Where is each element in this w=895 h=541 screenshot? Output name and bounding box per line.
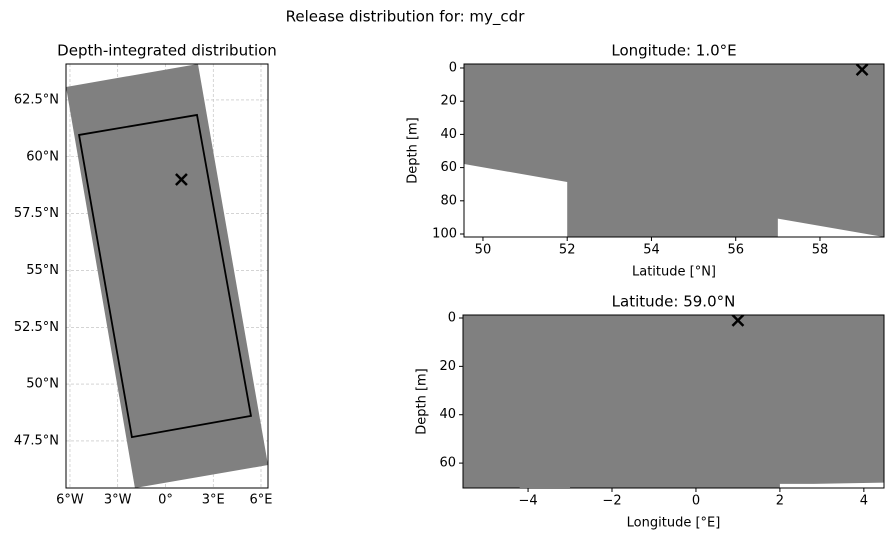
x-tick-label: 4: [860, 494, 868, 509]
y-tick-label: 50°N: [26, 377, 59, 392]
domain-area: [66, 64, 268, 488]
axes-frame: [462, 314, 885, 489]
y-tick-label: 80: [440, 193, 457, 208]
x-tick-label: 52: [559, 243, 576, 258]
x-tick-label: 0°: [158, 493, 173, 508]
release-marker: [731, 315, 745, 327]
panel-title: Longitude: 1.0°E: [611, 42, 736, 60]
axes-frame: [463, 63, 885, 238]
y-tick-label: 20: [440, 94, 457, 109]
x-axis-label: Longitude [°E]: [627, 516, 721, 531]
x-tick-label: 50: [475, 243, 492, 258]
y-tick-label: 0: [449, 60, 457, 75]
x-tick-label: −4: [518, 494, 537, 509]
x-tick-label: −2: [602, 494, 621, 509]
panel-title: Latitude: 59.0°N: [612, 293, 736, 311]
y-tick-label: 62.5°N: [14, 92, 59, 107]
x-tick-label: 56: [727, 243, 744, 258]
axes-frame: [65, 63, 269, 489]
y-tick-label: 57.5°N: [14, 206, 59, 221]
y-tick-label: 60: [440, 160, 457, 175]
y-tick-label: 40: [439, 407, 456, 422]
plot-area: [463, 315, 884, 488]
y-tick-label: 60: [439, 456, 456, 471]
y-tick-label: 0: [448, 310, 456, 325]
release-area: [78, 113, 253, 439]
release-marker: [175, 173, 188, 186]
release-marker: [855, 64, 869, 77]
x-tick-label: 58: [812, 243, 829, 258]
plot-area: [66, 64, 268, 488]
depth-profile: [463, 315, 884, 488]
plot-area: [464, 64, 884, 237]
y-tick-label: 20: [439, 359, 456, 374]
x-tick-label: 6°E: [249, 493, 272, 508]
x-axis-label: Latitude [°N]: [632, 265, 716, 280]
depth-profile: [464, 64, 884, 237]
figure-title: Release distribution for: my_cdr: [286, 8, 526, 27]
y-tick-label: 55°N: [26, 263, 59, 278]
x-tick-label: 6°W: [56, 493, 84, 508]
y-axis-label: Depth [m]: [415, 368, 430, 435]
x-tick-label: 3°E: [202, 493, 225, 508]
y-tick-label: 60°N: [26, 149, 59, 164]
y-tick-label: 47.5°N: [14, 433, 59, 448]
y-tick-label: 52.5°N: [14, 320, 59, 335]
y-axis-label: Depth [m]: [406, 117, 421, 184]
y-tick-label: 40: [440, 127, 457, 142]
x-tick-label: 2: [776, 494, 784, 509]
x-tick-label: 3°W: [104, 493, 132, 508]
x-tick-label: 0: [692, 494, 700, 509]
y-tick-label: 100: [432, 227, 457, 242]
x-tick-label: 54: [643, 243, 660, 258]
panel-title: Depth-integrated distribution: [57, 42, 277, 60]
